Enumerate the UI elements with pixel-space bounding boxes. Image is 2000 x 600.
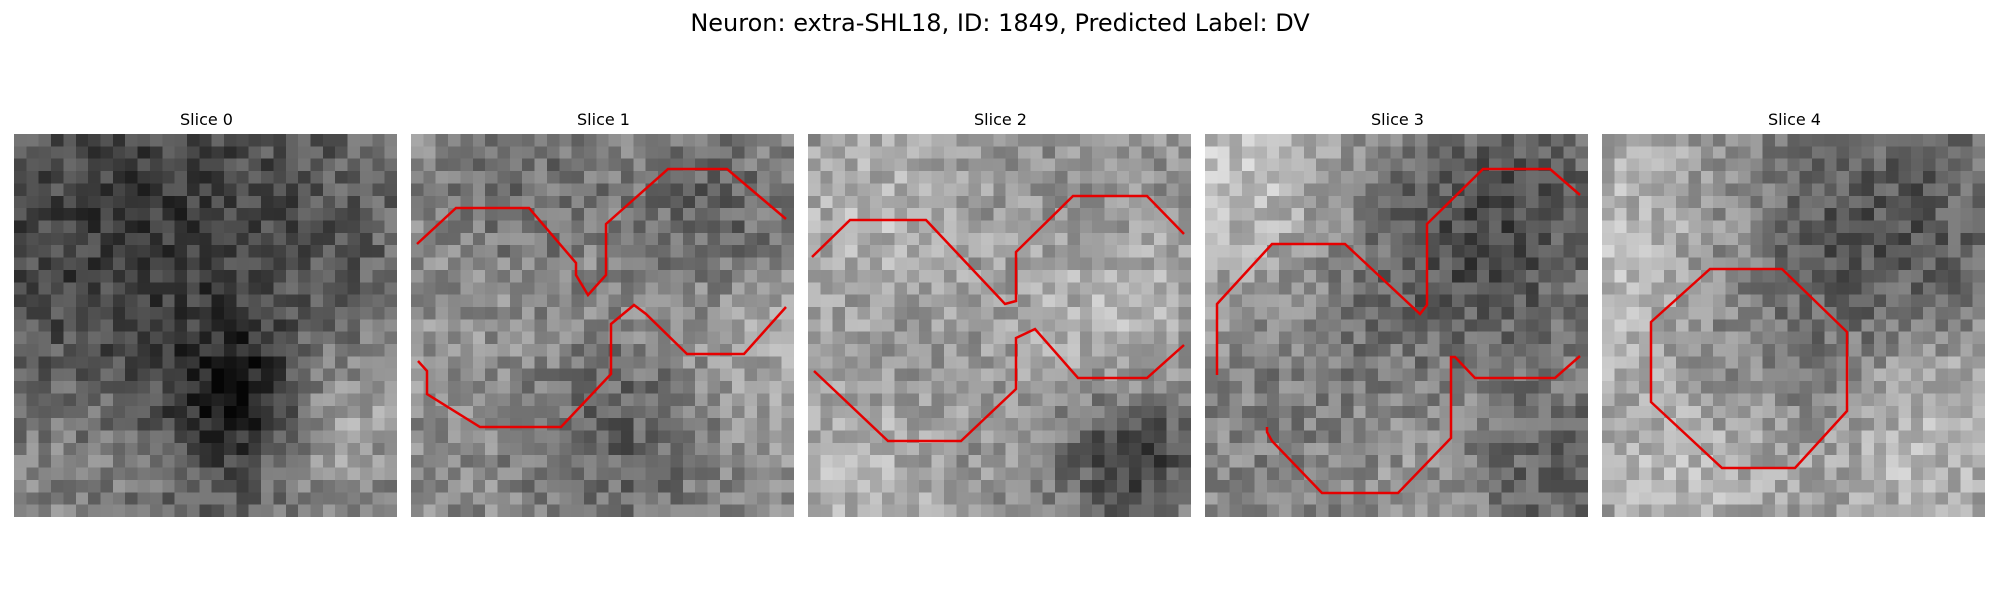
grayscale-slice [808, 134, 1191, 517]
slice-title: Slice 1 [577, 110, 630, 129]
contour-line [416, 167, 787, 298]
slice-panel-3: Slice 3 [1205, 108, 1590, 517]
slice-panel-1: Slice 1 [411, 108, 796, 517]
contour-line [1265, 355, 1581, 495]
slice-title: Slice 0 [180, 110, 233, 129]
contour-overlay [1649, 267, 1849, 470]
slice-image [411, 134, 794, 517]
contour-line [1215, 167, 1581, 375]
slice-image [14, 134, 397, 517]
slice-title: Slice 4 [1768, 110, 1821, 129]
contour-line [1649, 267, 1849, 470]
contour-line [813, 327, 1185, 443]
grayscale-slice [1602, 134, 1985, 517]
slice-panel-2: Slice 2 [808, 108, 1193, 517]
contour-overlay [416, 167, 787, 429]
slice-image [1602, 134, 1985, 517]
slice-image [1205, 134, 1588, 517]
grayscale-slice [1205, 134, 1588, 517]
slice-panel-4: Slice 4 [1602, 108, 1987, 517]
slice-image [808, 134, 1191, 517]
slice-panel-0: Slice 0 [14, 108, 399, 517]
contour-overlay [1215, 167, 1581, 495]
contour-line [417, 303, 787, 429]
slice-title: Slice 2 [974, 110, 1027, 129]
figure-title: Neuron: extra-SHL18, ID: 1849, Predicted… [690, 9, 1310, 37]
contour-overlay [14, 134, 397, 517]
contour-line [811, 194, 1185, 306]
grayscale-slice [14, 134, 397, 517]
contour-overlay [811, 194, 1185, 443]
grayscale-slice [411, 134, 794, 517]
slice-title: Slice 3 [1371, 110, 1424, 129]
